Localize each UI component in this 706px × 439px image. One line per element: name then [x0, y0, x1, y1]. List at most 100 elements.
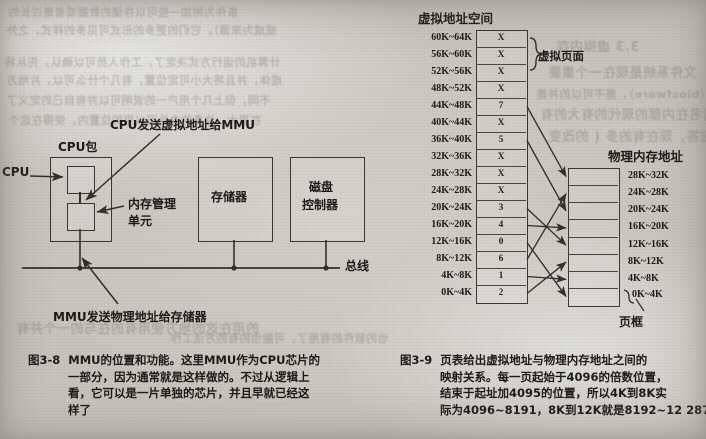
virtual-frame-cell: 7 [498, 100, 504, 111]
virtual-frame-cell: 0 [498, 236, 504, 247]
virtual-address-range-label: 0K~4K [441, 287, 472, 298]
virtual-frame-cell: X [497, 32, 505, 43]
virtual-frame-cell: X [497, 49, 505, 60]
virtual-address-range-label: 12K~16K [431, 236, 472, 247]
virtual-row-divider [476, 64, 526, 65]
physical-row-divider [568, 236, 618, 238]
virtual-row-divider [476, 234, 526, 235]
caption-line: 一部分，因为通常就是这样做的。不过从逻辑上 [68, 369, 310, 384]
virtual-frame-cell: 4 [498, 219, 504, 230]
caption-figure-3-8: 图3-8 MMU的位置和功能。这里MMU作为CPU芯片的 一部分，因为通常就是这样… [28, 352, 358, 418]
annotation-mmu-sends-physical-address: MMU发送物理地址给存储器 [53, 310, 207, 324]
physical-row-divider [568, 287, 618, 289]
virtual-frame-cell: 1 [498, 270, 504, 281]
virtual-address-table [476, 30, 528, 304]
label-cpu-package: CPU包 [58, 140, 98, 154]
virtual-address-range-label: 8K~12K [436, 253, 472, 264]
virtual-row-divider [476, 47, 526, 48]
physical-address-range-label: 20K~24K [628, 204, 669, 216]
physical-row-divider [568, 270, 618, 272]
physical-last-row-callout: 0K~4K [632, 289, 663, 300]
virtual-address-range-label: 60K~64K [431, 32, 472, 43]
physical-address-range-label: 4K~8K [628, 272, 659, 284]
label-page-frames: 页框 [619, 315, 644, 329]
physical-address-range-label: 28K~32K [628, 170, 669, 182]
label-memory: 存储器 [211, 190, 248, 204]
physical-address-range-label: 8K~12K [628, 255, 664, 267]
mmu-box [67, 203, 95, 231]
virtual-row-divider [476, 132, 526, 133]
disk-controller-box [290, 157, 365, 242]
page-mapping-arrow [526, 242, 567, 298]
page-mapping-arrow [526, 106, 567, 178]
label-bus: 总线 [345, 259, 370, 273]
virtual-row-divider [476, 115, 526, 116]
virtual-row-divider [476, 268, 526, 269]
physical-row-divider [568, 253, 618, 255]
physical-row-divider [568, 219, 618, 221]
virtual-address-range-label: 52K~56K [431, 66, 472, 77]
virtual-frame-cell: 5 [498, 134, 504, 145]
physical-address-range-label: 24K~28K [628, 187, 669, 199]
annotation-cpu-sends-virtual-address: CPU发送虚拟地址给MMU [110, 118, 255, 132]
virtual-address-range-label: 24K~28K [431, 185, 472, 196]
virtual-address-range-label: 16K~20K [431, 219, 472, 230]
caption-line: 样了 [68, 402, 91, 417]
caption-figure-3-9: 图3-9 页表给出虚拟地址与物理内存地址之间的 映射关系。每一页起始于4096的倍… [400, 352, 706, 418]
caption-figure-number: 图3-9 [400, 353, 441, 367]
page-frames-leader [635, 298, 645, 312]
virtual-row-divider [476, 200, 526, 201]
virtual-frame-cell: X [497, 66, 505, 77]
figure-mmu-wires [22, 133, 340, 305]
label-virtual-pages: 虚拟页面 [538, 49, 584, 63]
virtual-address-range-label: 28K~32K [431, 168, 472, 179]
caption-figure-number: 图3-8 [28, 353, 69, 367]
virtual-address-range-label: 44K~48K [431, 100, 472, 111]
virtual-frame-cell: X [497, 117, 505, 128]
virtual-row-divider [476, 149, 526, 150]
virtual-row-divider [476, 285, 526, 286]
virtual-address-range-label: 40K~44K [431, 117, 472, 128]
caption-line: 结束于起址加4095的位置，所以4K到8K实 [440, 386, 667, 401]
caption-line: 看，它可以是一片单独的芯片，并且早就已经这 [68, 386, 310, 401]
virtual-row-divider [476, 166, 526, 167]
physical-row-divider [568, 185, 618, 187]
title-virtual-address-space: 虚拟地址空间 [418, 11, 494, 26]
label-disk-controller-line1: 磁盘 [309, 180, 334, 194]
label-mmu-line2: 单元 [128, 214, 153, 228]
page-mapping-arrow [526, 140, 567, 212]
virtual-row-divider [476, 183, 526, 184]
page-mapping-arrows [526, 37, 645, 312]
virtual-pages-brace [529, 37, 543, 71]
virtual-frame-cell: X [497, 151, 505, 162]
caption-line: 际为4096~8191，8K到12K就是8192~12 287 [440, 402, 706, 417]
virtual-address-range-label: 20K~24K [431, 202, 472, 213]
virtual-frame-cell: X [497, 168, 505, 179]
page-mapping-arrow [526, 261, 567, 295]
virtual-row-divider [476, 251, 526, 252]
virtual-address-range-label: 56K~60K [431, 49, 472, 60]
physical-row-divider [568, 202, 618, 204]
virtual-row-divider [476, 81, 526, 82]
virtual-frame-cell: 3 [498, 202, 504, 213]
virtual-frame-cell: X [497, 185, 505, 196]
virtual-address-range-label: 32K~36K [431, 151, 472, 162]
label-cpu: CPU [2, 165, 30, 179]
virtual-address-range-label: 36K~40K [431, 134, 472, 145]
virtual-frame-cell: 6 [498, 253, 504, 264]
virtual-frame-cell: X [497, 83, 505, 94]
title-physical-memory-address: 物理内存地址 [608, 149, 684, 164]
physical-memory-table [568, 168, 620, 307]
page-mapping-arrow [526, 192, 567, 260]
virtual-address-range-label: 48K~52K [431, 83, 472, 94]
memory-box [198, 157, 273, 242]
caption-line: 映射关系。每一页起始于4096的倍数位置， [440, 369, 668, 384]
virtual-row-divider [476, 217, 526, 218]
virtual-row-divider [476, 98, 526, 99]
caption-line: MMU的位置和功能。这里MMU作为CPU芯片的 [68, 353, 320, 367]
virtual-frame-cell: 2 [498, 287, 504, 298]
figure-mmu-diagram: CPU发送虚拟地址给MMU CPU包 CPU 内存管理 单元 存储器 磁盘 控制… [0, 118, 420, 335]
physical-address-range-label: 12K~16K [628, 238, 669, 250]
label-disk-controller-line2: 控制器 [302, 198, 339, 212]
